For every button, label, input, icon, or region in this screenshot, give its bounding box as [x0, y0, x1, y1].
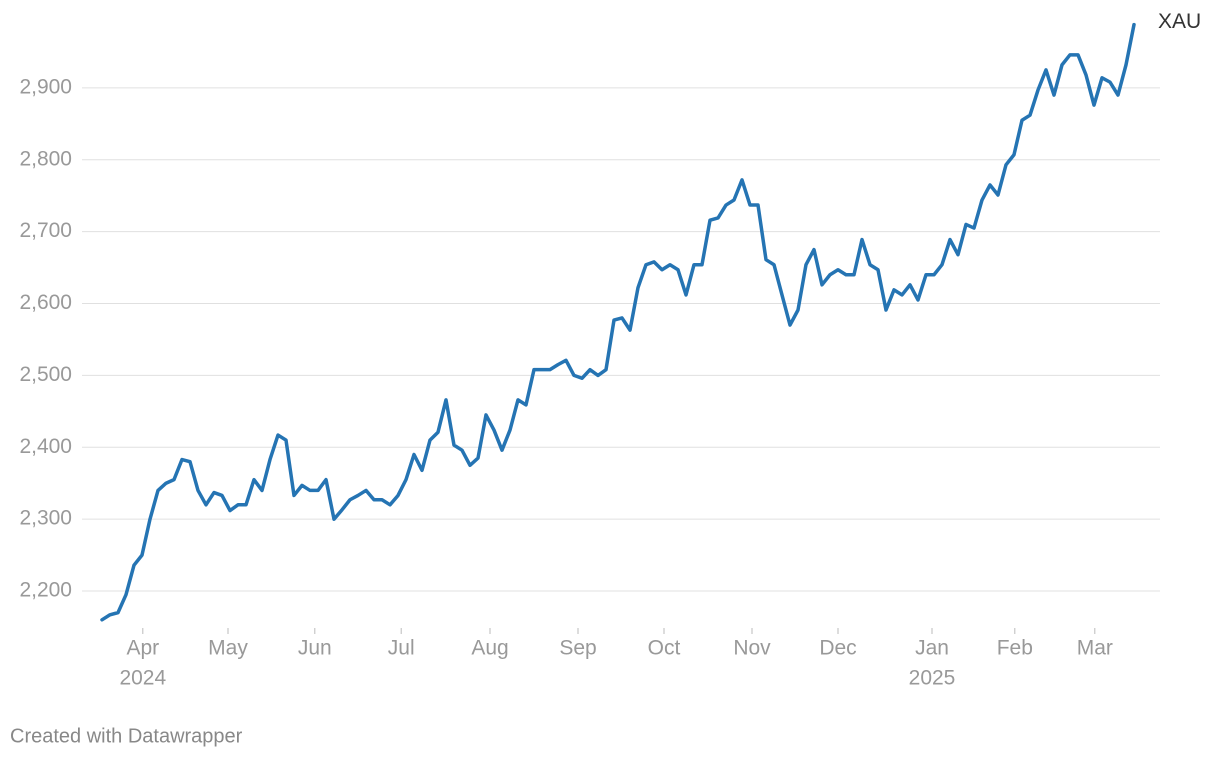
y-tick-label: 2,600	[19, 291, 72, 314]
x-tick-label: Oct	[648, 637, 681, 660]
y-tick-label: 2,400	[19, 435, 72, 458]
x-tick-label: Jul	[388, 637, 415, 660]
y-tick-label: 2,800	[19, 147, 72, 170]
y-tick-label: 2,200	[19, 579, 72, 602]
x-tick-label: Apr	[126, 637, 159, 660]
x-year-label: 2025	[909, 667, 956, 690]
x-tick-label: Sep	[559, 637, 596, 660]
footer: Created with Datawrapper	[10, 725, 243, 747]
price-line	[100, 22, 1136, 622]
x-tick-label: Jan	[915, 637, 949, 660]
x-tick-label: Jun	[298, 637, 332, 660]
x-year-label: 2024	[119, 667, 166, 690]
x-tick-label: Nov	[733, 637, 771, 660]
y-tick-label: 2,300	[19, 507, 72, 530]
x-tick-label: Feb	[997, 637, 1033, 660]
y-tick-label: 2,700	[19, 219, 72, 242]
x-tick-label: Mar	[1077, 637, 1113, 660]
x-tick-label: May	[208, 637, 248, 660]
y-tick-label: 2,500	[19, 363, 72, 386]
y-tick-label: 2,900	[19, 75, 72, 98]
x-tick-label: Dec	[819, 637, 856, 660]
series-label: XAU	[1158, 10, 1201, 33]
x-tick-label: Aug	[471, 637, 508, 660]
